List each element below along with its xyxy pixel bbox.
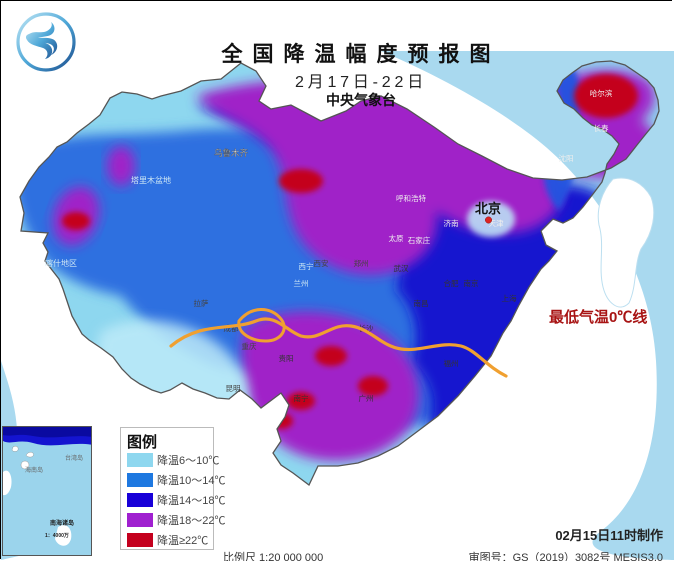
svg-text:合肥: 合肥 [444, 278, 459, 288]
svg-text:沈阳: 沈阳 [559, 153, 574, 163]
svg-text:重庆: 重庆 [242, 341, 257, 351]
svg-text:西宁: 西宁 [299, 261, 314, 271]
svg-text:北京: 北京 [475, 201, 501, 216]
svg-text:拉萨: 拉萨 [194, 298, 209, 308]
svg-text:广州: 广州 [359, 393, 374, 403]
svg-text:武汉: 武汉 [394, 263, 409, 273]
svg-text:贵阳: 贵阳 [279, 353, 294, 363]
svg-text:兰州: 兰州 [294, 278, 309, 288]
svg-text:南京: 南京 [464, 278, 479, 288]
svg-text:南宁: 南宁 [294, 393, 309, 403]
svg-text:上海: 上海 [502, 293, 517, 303]
svg-text:乌鲁木齐: 乌鲁木齐 [214, 148, 249, 158]
svg-text:福州: 福州 [444, 359, 459, 368]
svg-text:昆明: 昆明 [226, 384, 241, 393]
svg-text:塔里木盆地: 塔里木盆地 [131, 175, 171, 185]
svg-text:太原: 太原 [389, 233, 404, 243]
svg-text:最低气温0℃线: 最低气温0℃线 [549, 308, 647, 326]
svg-text:海南岛: 海南岛 [25, 466, 43, 474]
svg-text:南海诸岛: 南海诸岛 [50, 519, 74, 527]
svg-text:长春: 长春 [594, 123, 609, 133]
svg-text:呼和浩特: 呼和浩特 [396, 193, 426, 203]
svg-text:台湾岛: 台湾岛 [65, 454, 83, 462]
svg-text:西安: 西安 [314, 258, 329, 268]
svg-text:南昌: 南昌 [414, 298, 429, 308]
svg-text:喀什地区: 喀什地区 [45, 258, 77, 268]
svg-text:1：4000万: 1：4000万 [45, 532, 69, 539]
svg-text:石家庄: 石家庄 [408, 235, 431, 245]
svg-text:郑州: 郑州 [354, 258, 369, 268]
svg-text:哈尔滨: 哈尔滨 [590, 88, 613, 98]
svg-text:济南: 济南 [444, 218, 459, 228]
